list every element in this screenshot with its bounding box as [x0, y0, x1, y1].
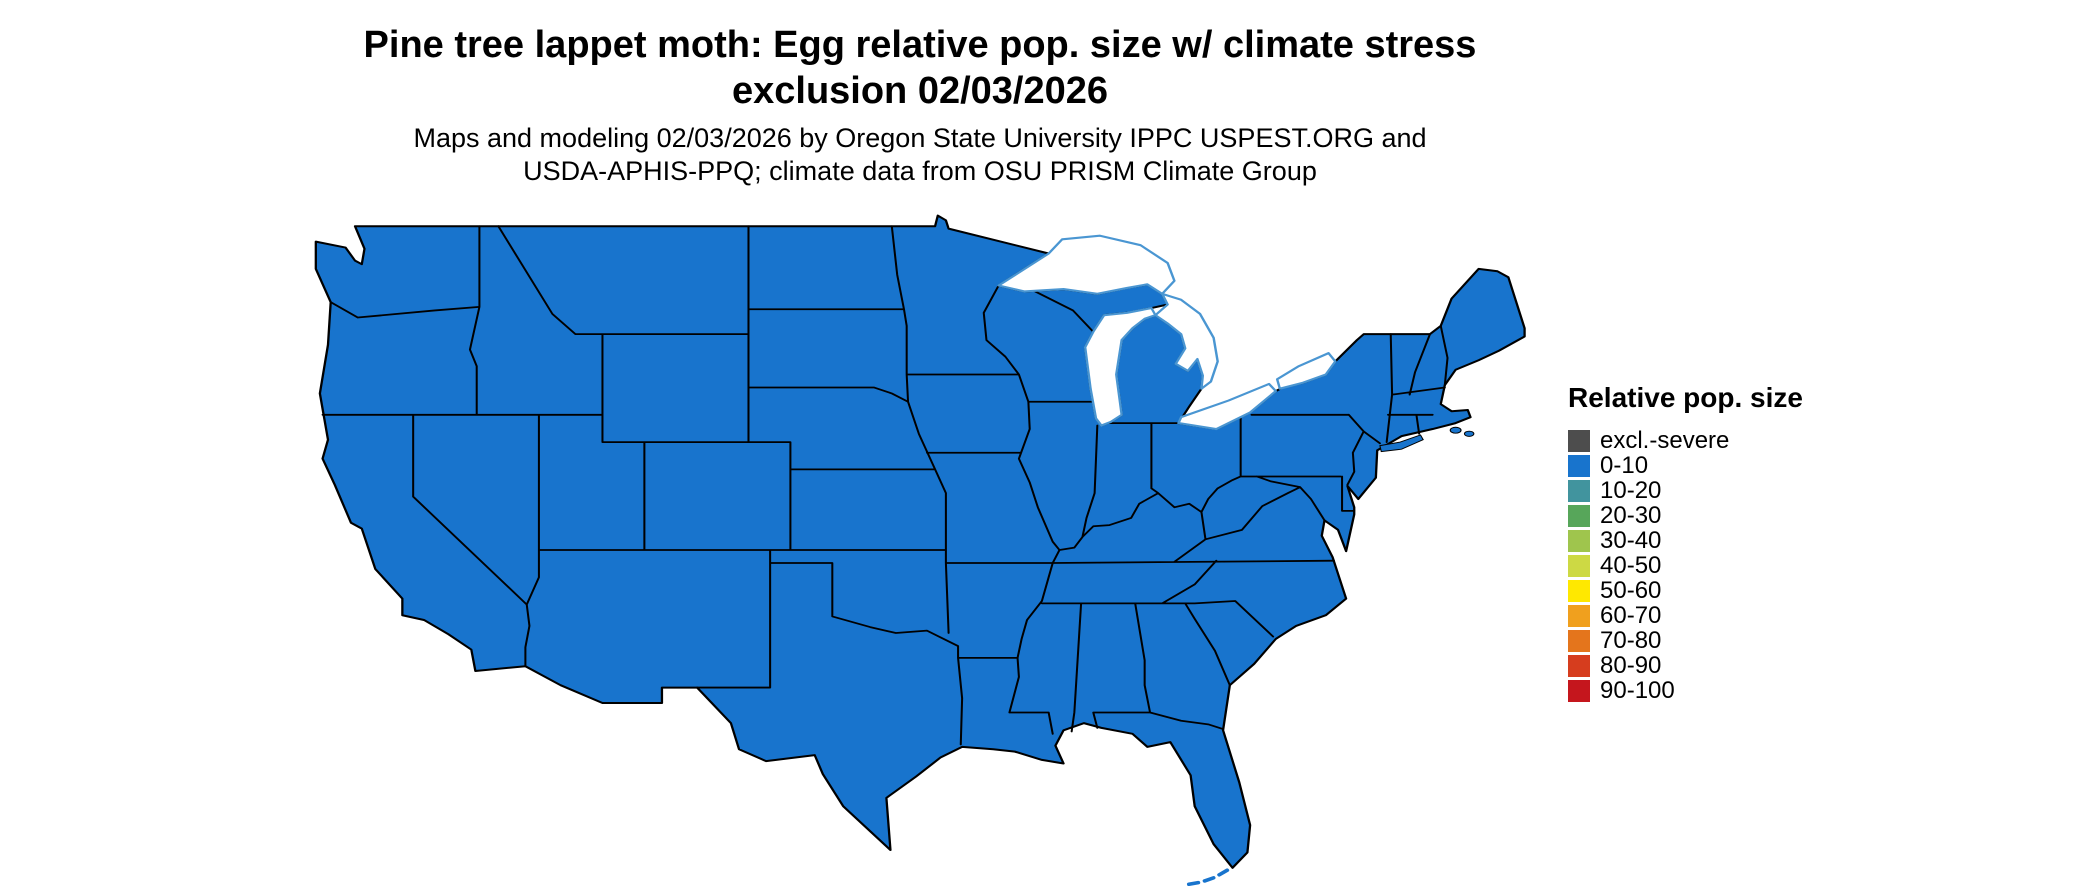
page-subtitle-line2: USDA-APHIS-PPQ; climate data from OSU PR…: [523, 155, 1317, 186]
legend-swatch-40-50: [1568, 555, 1590, 577]
state-borders: [321, 225, 1449, 746]
legend-swatch-70-80: [1568, 630, 1590, 652]
page-subtitle: Maps and modeling 02/03/2026 by Oregon S…: [270, 122, 1570, 188]
page-subtitle-line1: Maps and modeling 02/03/2026 by Oregon S…: [413, 123, 1427, 153]
legend-swatch-80-90: [1568, 655, 1590, 677]
map-legend: Relative pop. size excl.-severe 0-10 10-…: [1568, 382, 1803, 705]
legend-entry: 10-20: [1568, 477, 1803, 504]
legend-swatch-0-10: [1568, 455, 1590, 477]
legend-swatch-20-30: [1568, 505, 1590, 527]
legend-swatch-excl-severe: [1568, 430, 1590, 452]
legend-label: 50-60: [1600, 577, 1662, 604]
legend-entry: excl.-severe: [1568, 427, 1803, 454]
legend-label: excl.-severe: [1600, 427, 1730, 454]
nantucket-island: [1463, 430, 1475, 437]
legend-label: 30-40: [1600, 527, 1662, 554]
legend-entry: 0-10: [1568, 452, 1803, 479]
lake-superior: [997, 234, 1176, 295]
legend-swatch-30-40: [1568, 530, 1590, 552]
legend-label: 70-80: [1600, 627, 1662, 654]
lake-michigan: [1083, 306, 1157, 427]
lake-ontario: [1275, 352, 1337, 390]
legend-label: 80-90: [1600, 652, 1662, 679]
us-conus-map: [314, 214, 1526, 887]
legend-title: Relative pop. size: [1568, 382, 1803, 413]
lake-huron: [1154, 292, 1219, 390]
legend-swatch-10-20: [1568, 480, 1590, 502]
legend-entry: 20-30: [1568, 502, 1803, 529]
legend-entry: 80-90: [1568, 652, 1803, 679]
legend-label: 90-100: [1600, 677, 1675, 704]
florida-keys: [1185, 868, 1230, 887]
marthas-vineyard-island: [1449, 426, 1462, 434]
conus-landmass: [314, 214, 1526, 869]
legend-entry: 40-50: [1568, 552, 1803, 579]
long-island: [1379, 434, 1424, 453]
legend-label: 40-50: [1600, 552, 1662, 579]
lake-erie: [1177, 382, 1278, 431]
legend-label: 0-10: [1600, 452, 1649, 479]
legend-swatch-90-100: [1568, 680, 1590, 702]
page-title-line2: exclusion 02/03/2026: [731, 70, 1109, 113]
legend-entry: 70-80: [1568, 627, 1803, 654]
page-title-line1: Pine tree lappet moth: Egg relative pop.…: [363, 24, 1477, 66]
legend-label: 60-70: [1600, 602, 1662, 629]
legend-label: 20-30: [1600, 502, 1662, 529]
legend-entry: 30-40: [1568, 527, 1803, 554]
legend-swatch-50-60: [1568, 580, 1590, 602]
legend-swatch-60-70: [1568, 605, 1590, 627]
legend-entry: 90-100: [1568, 677, 1803, 704]
legend-entry: 60-70: [1568, 602, 1803, 629]
page-title: Pine tree lappet moth: Egg relative pop.…: [270, 22, 1570, 115]
legend-label: 10-20: [1600, 477, 1662, 504]
legend-entry: 50-60: [1568, 577, 1803, 604]
